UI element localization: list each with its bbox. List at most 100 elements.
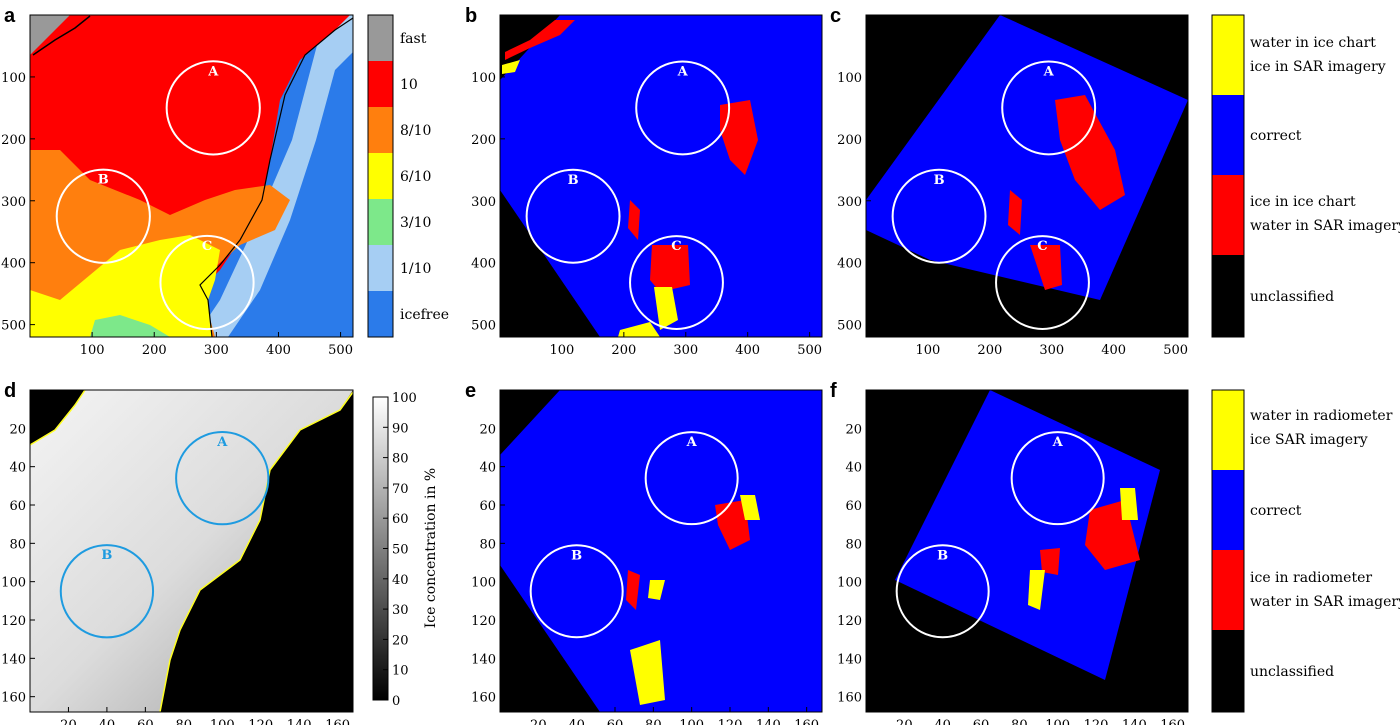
region-circle-c [159,234,255,331]
cb-icefree-swatch [368,291,393,337]
x-tick-label-c: 100 [916,343,941,358]
x-tick-label-d: 20 [60,718,77,725]
cb-conc-tick-label: 30 [392,603,409,618]
ice-3-region [90,315,170,337]
region-circle-c [995,235,1090,330]
cb-fast-swatch [368,15,393,61]
region-circle-a [175,431,270,526]
x-tick-label-f: 120 [1084,718,1109,725]
y-tick-label-e: 160 [471,691,496,706]
cb-10-label: 10 [400,77,418,93]
y-tick-label-f: 120 [837,614,862,629]
cb-conc-tick-label: 90 [392,421,409,436]
cb1-label-1: correct [1250,128,1302,144]
panel-a-plot [30,15,354,338]
region-label-b: B [934,173,945,188]
region-label-c: C [1037,239,1047,254]
y-tick-label-b: 500 [471,319,496,334]
region-circle-c [629,235,724,330]
panel-e-label: e [465,380,476,402]
region-label-a: A [207,64,219,79]
panel-a: a [4,5,354,338]
y-tick-label-e: 120 [471,614,496,629]
region-circle-b [59,544,155,639]
x-tick-label-a: 400 [266,343,291,358]
x-tick-label-f: 140 [1122,718,1147,725]
y-tick-label-f: 20 [845,422,862,437]
x-tick-label-f: 100 [1045,718,1070,725]
x-tick-label-e: 100 [679,718,704,725]
cb-1-label: 1/10 [400,261,431,277]
y-tick-label-f: 80 [845,537,862,552]
y-tick-label-a: 100 [1,71,26,86]
y-tick-label-d: 20 [9,422,26,437]
panel-c-label: c [830,5,841,27]
plot-frame-a [29,14,354,338]
cb2-frame [1211,389,1245,713]
x-tick-label-f: 160 [1160,718,1185,725]
panel-f: f [830,380,1188,712]
cb-conc-tick-label: 100 [392,391,417,406]
colorbar-classification-ice-chart: water in ice chart ice in SAR imagery co… [1211,14,1400,338]
ice-edge-a [199,17,354,338]
cb2-yellow-swatch [1212,390,1244,470]
panel-b-plot [500,15,822,337]
cb-8-swatch [368,107,393,153]
y-tick-label-e: 140 [471,652,496,667]
y-tick-label-d: 140 [1,652,26,667]
cb-conc-tick-label: 70 [392,482,409,497]
ice-chart-only-c2 [1030,245,1062,290]
cb1-yellow-swatch [1212,15,1244,95]
region-circle-b [895,544,990,639]
y-tick-label-d: 60 [9,499,26,514]
plot-frame-d [29,389,354,713]
y-tick-label-c: 100 [837,71,862,86]
x-tick-label-d: 100 [210,718,235,725]
region-label-a: A [677,64,689,79]
cb1-label-2a: ice in ice chart [1250,194,1356,210]
y-tick-label-a: 400 [1,257,26,272]
x-tick-label-b: 100 [550,343,575,358]
y-tick-label-e: 40 [479,461,496,476]
x-tick-label-a: 100 [80,343,105,358]
panel-f-label: f [830,380,837,402]
cb-8-label: 8/10 [400,123,431,139]
cb-conc-tick-label: 50 [392,543,409,558]
radiometer-ice-e2 [626,570,640,610]
region-circle-a [1010,431,1105,526]
y-tick-label-d: 40 [9,461,26,476]
ice-chart-only-b2 [720,100,758,175]
x-tick-label-a: 500 [328,343,353,358]
region-label-a: A [216,435,228,450]
cb-conc-tick-label: 80 [392,452,409,467]
ice-chart-only-b4 [628,200,640,240]
region-label-b: B [937,548,948,563]
region-label-b: B [568,173,579,188]
x-tick-label-d: 140 [287,718,312,725]
y-tick-label-c: 300 [837,195,862,210]
x-tick-label-a: 300 [204,343,229,358]
radiometer-ice-f2 [1040,548,1060,575]
cb-10-swatch [368,61,393,107]
region-label-a: A [686,435,698,450]
y-tick-label-d: 80 [9,537,26,552]
cb2-red-swatch [1212,550,1244,630]
x-tick-label-e: 120 [718,718,743,725]
plot-frame-f [865,389,1189,713]
x-tick-label-c: 400 [1101,343,1126,358]
region-label-b: B [98,173,109,188]
ice-chart-only-b1 [505,20,575,60]
x-tick-label-b: 200 [611,343,636,358]
x-tick-label-e: 40 [568,718,585,725]
region-label-a: A [1052,435,1064,450]
x-tick-label-f: 60 [973,718,990,725]
cb2-label-3: unclassified [1250,664,1334,680]
region-label-c: C [202,239,212,254]
cb1-frame [1211,14,1245,338]
cb-3-swatch [368,199,393,245]
x-tick-label-d: 80 [176,718,193,725]
y-tick-label-b: 200 [471,133,496,148]
correct-region-c [866,15,1188,300]
radiometer-water-f1 [1120,488,1138,520]
